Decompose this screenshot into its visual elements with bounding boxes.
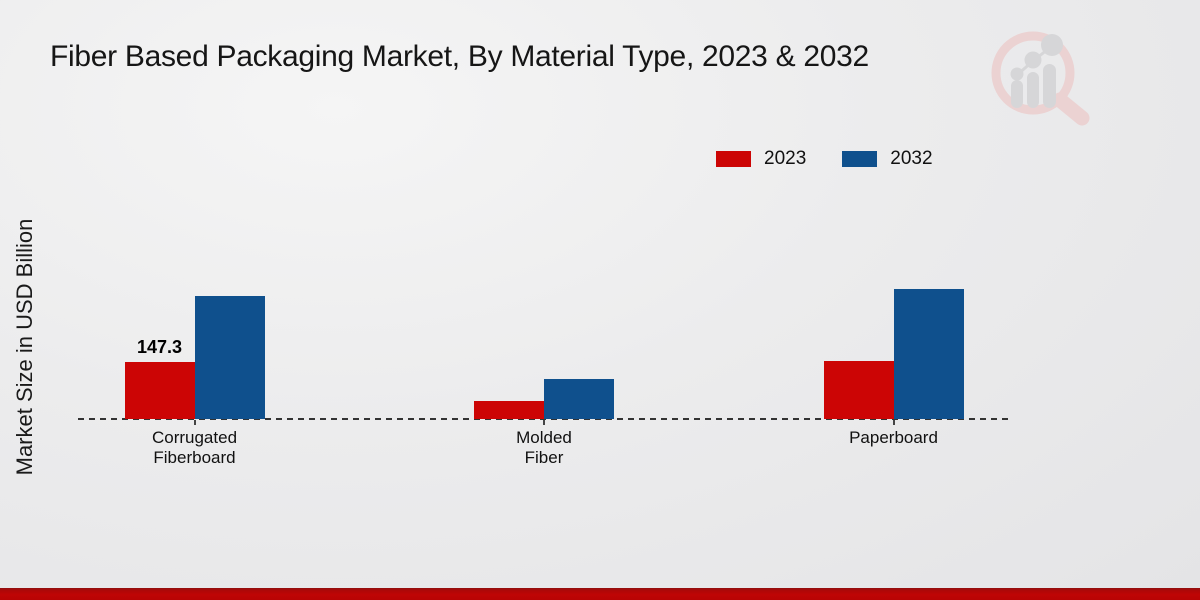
legend-swatch-2023 (716, 151, 751, 167)
footer-red-band (0, 588, 1200, 600)
legend-swatch-2032 (842, 151, 878, 167)
legend-item-2023: 2023 (716, 148, 806, 170)
chart-title: Fiber Based Packaging Market, By Materia… (50, 40, 869, 73)
x-axis-tick (193, 420, 196, 425)
category-label-paperboard: Paperboard (849, 428, 938, 447)
category-label-corrugated-fiberboard: Corrugated Fiberboard (151, 428, 238, 467)
x-axis-tick (892, 420, 895, 425)
x-axis-tick (543, 420, 545, 425)
category-label-molded-fiber: Molded Fiber (516, 428, 572, 467)
bar-2032-molded-fiber (544, 379, 614, 419)
legend-label-2032: 2032 (890, 148, 933, 169)
magnifier-barchart-icon (991, 31, 1090, 126)
bar-value-label: 147.3 (136, 337, 183, 357)
bar-2032-corrugated-fiberboard (194, 295, 265, 419)
bar-2023-corrugated-fiberboard (124, 362, 195, 419)
legend-label-2023: 2023 (764, 148, 807, 169)
bar-2023-molded-fiber (474, 400, 544, 419)
bar-2023-paperboard (823, 361, 894, 419)
bar-2032-paperboard (893, 288, 964, 419)
x-axis-baseline (78, 418, 1008, 420)
market-research-future-logo (985, 28, 1095, 128)
y-axis-label: Market Size in USD Billion (12, 218, 37, 476)
legend: 2023 2032 (716, 148, 933, 170)
legend-item-2032: 2032 (842, 148, 933, 170)
